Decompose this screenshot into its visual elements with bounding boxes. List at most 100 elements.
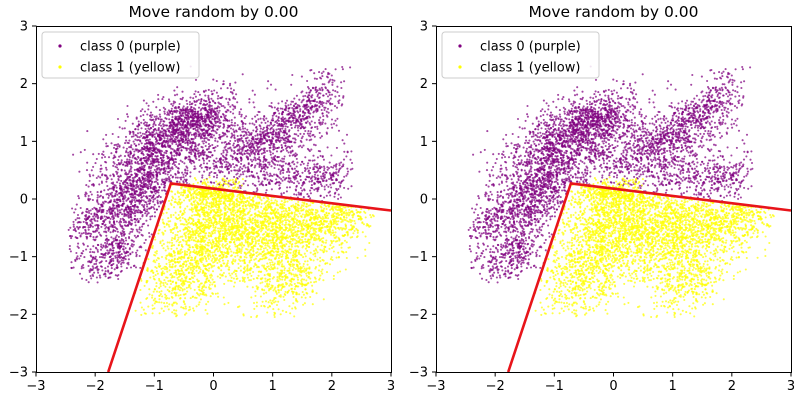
data-point [144,249,147,252]
data-point [183,162,186,165]
data-point [223,146,226,149]
data-point [148,202,151,205]
data-point [151,113,154,117]
data-point [143,159,146,162]
data-point [253,106,256,109]
data-point [214,161,218,164]
data-point [109,212,112,215]
data-point [116,205,119,208]
data-point [169,112,172,115]
data-point [150,180,153,183]
data-point [291,112,295,115]
data-point [330,118,334,121]
data-point [170,107,173,110]
data-point [141,203,144,207]
data-point [194,123,197,126]
data-point [105,168,108,171]
data-point [121,198,124,201]
data-point [216,109,219,113]
data-point [197,152,200,155]
data-point [204,166,207,169]
data-point [123,202,126,205]
data-point [135,116,138,119]
data-point [311,87,315,90]
data-point [126,158,129,161]
data-point [291,161,294,164]
data-point [167,139,170,142]
data-point [128,139,131,142]
data-point [232,112,235,115]
data-point [236,101,239,104]
data-point [72,225,75,228]
data-point [204,94,207,97]
data-point [274,111,277,114]
data-point [193,100,196,104]
data-point [70,267,73,270]
data-point [78,217,81,220]
data-point [112,218,115,221]
data-point [286,125,289,128]
data-point [185,99,188,102]
data-point [218,109,221,112]
data-point [173,139,177,142]
data-point [321,178,324,181]
data-point [70,261,73,264]
data-point [260,169,263,173]
data-point [204,109,207,112]
data-point [68,244,71,248]
data-point [155,174,158,177]
data-point [213,118,216,121]
data-point [116,201,119,204]
data-point [84,219,88,222]
data-point [74,258,77,261]
data-point [310,184,313,187]
data-point [82,225,85,228]
data-point [222,82,225,86]
data-point [109,276,112,279]
data-point [219,97,222,100]
data-point [337,102,340,105]
data-point [170,154,173,157]
data-point [94,224,97,227]
data-point [266,120,269,123]
data-point [79,221,82,224]
data-point [178,110,181,113]
data-point [124,206,128,209]
data-point [266,173,269,176]
data-point [234,139,237,142]
data-point [218,136,221,139]
data-point [152,149,155,152]
data-point [322,165,326,168]
data-point [100,252,103,255]
data-point [229,139,232,143]
data-point [152,100,155,103]
data-point [171,104,174,107]
data-point [166,162,169,165]
data-point [85,208,88,211]
data-point [326,146,329,149]
data-point [174,172,177,175]
data-point [308,180,311,183]
data-point [158,109,161,112]
data-point [89,226,92,229]
data-point [110,267,113,270]
data-point [161,200,164,203]
data-point [238,111,241,114]
data-point [131,230,134,233]
data-point [87,194,90,197]
data-point [121,242,124,245]
data-point [280,124,283,127]
data-point [260,121,263,124]
data-point [69,234,72,238]
data-point [119,154,122,157]
data-point [117,168,120,171]
data-point [242,141,245,144]
data-point [321,104,324,107]
data-point [196,116,199,119]
data-point [130,173,133,176]
data-point [86,217,89,221]
data-point [154,143,157,146]
data-point [208,101,211,104]
data-point [173,154,176,157]
data-point [271,106,274,109]
